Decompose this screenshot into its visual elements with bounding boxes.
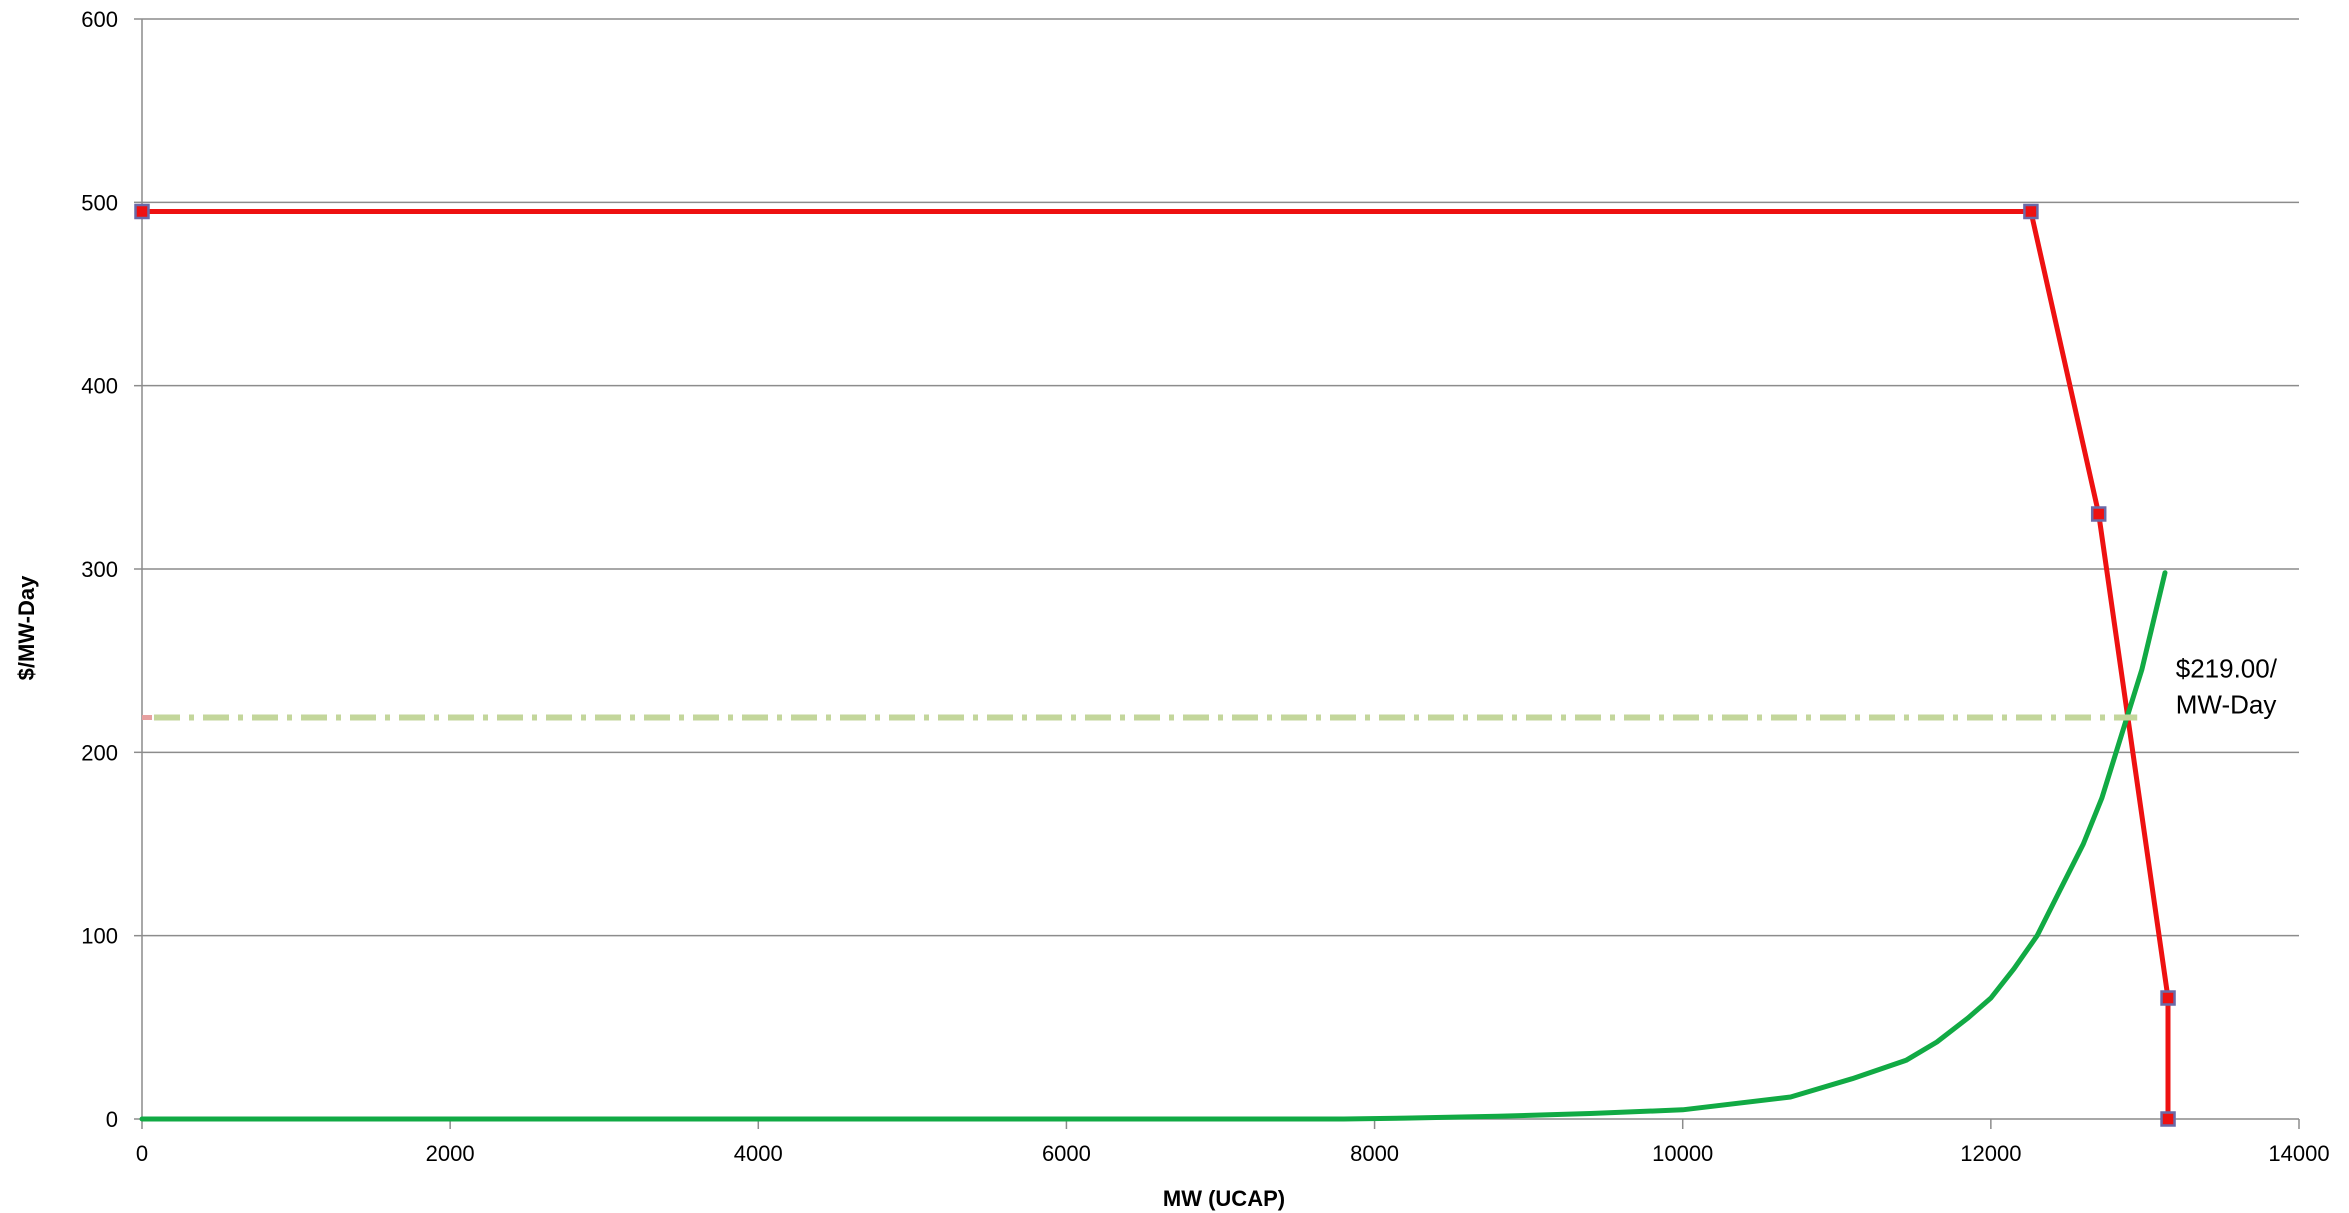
axes xyxy=(134,18,2300,1129)
demand-point-marker-1 xyxy=(2023,203,2039,220)
annotation-line-1: MW-Day xyxy=(2176,690,2277,720)
supply-curve xyxy=(139,570,2168,1122)
x-tick-label-14000: 14000 xyxy=(2268,1141,2329,1166)
data-markers xyxy=(134,203,2176,1127)
y-tick-label-500: 500 xyxy=(81,190,118,215)
demand-point-marker-2 xyxy=(2090,506,2107,522)
demand-point-marker-3 xyxy=(2160,990,2176,1006)
y-axis-title: $/MW-Day xyxy=(14,575,39,680)
x-tick-label-10000: 10000 xyxy=(1652,1141,1713,1166)
y-tick-label-300: 300 xyxy=(81,557,118,582)
x-axis-title: MW (UCAP) xyxy=(1163,1186,1285,1211)
x-tick-label-12000: 12000 xyxy=(1960,1141,2021,1166)
clearing-price-annotation: $219.00/MW-Day xyxy=(2176,654,2278,720)
x-tick-label-4000: 4000 xyxy=(734,1141,783,1166)
x-axis-tick-labels: 0 2000 4000 6000 8000 10000 12000 14000 xyxy=(136,1141,2330,1166)
y-tick-label-200: 200 xyxy=(81,740,118,765)
x-tick-label-2000: 2000 xyxy=(426,1141,475,1166)
x-tick-label-6000: 6000 xyxy=(1042,1141,1091,1166)
demand-point-marker-4 xyxy=(2160,1111,2176,1127)
x-tick-label-0: 0 xyxy=(136,1141,148,1166)
x-tick-label-8000: 8000 xyxy=(1350,1141,1399,1166)
demand-curve xyxy=(142,209,2171,1119)
y-tick-label-0: 0 xyxy=(106,1107,118,1132)
y-tick-label-600: 600 xyxy=(81,7,118,32)
gridlines xyxy=(142,18,2299,937)
y-tick-label-400: 400 xyxy=(81,374,118,399)
annotation-line-0: $219.00/ xyxy=(2176,654,2278,684)
series xyxy=(139,209,2171,1122)
y-axis-tick-labels: 0 100 200 300 400 500 600 xyxy=(81,7,118,1132)
demand-point-marker-0 xyxy=(134,203,150,220)
y-tick-label-100: 100 xyxy=(81,924,118,949)
annotations: $219.00/MW-Day xyxy=(2176,654,2278,720)
